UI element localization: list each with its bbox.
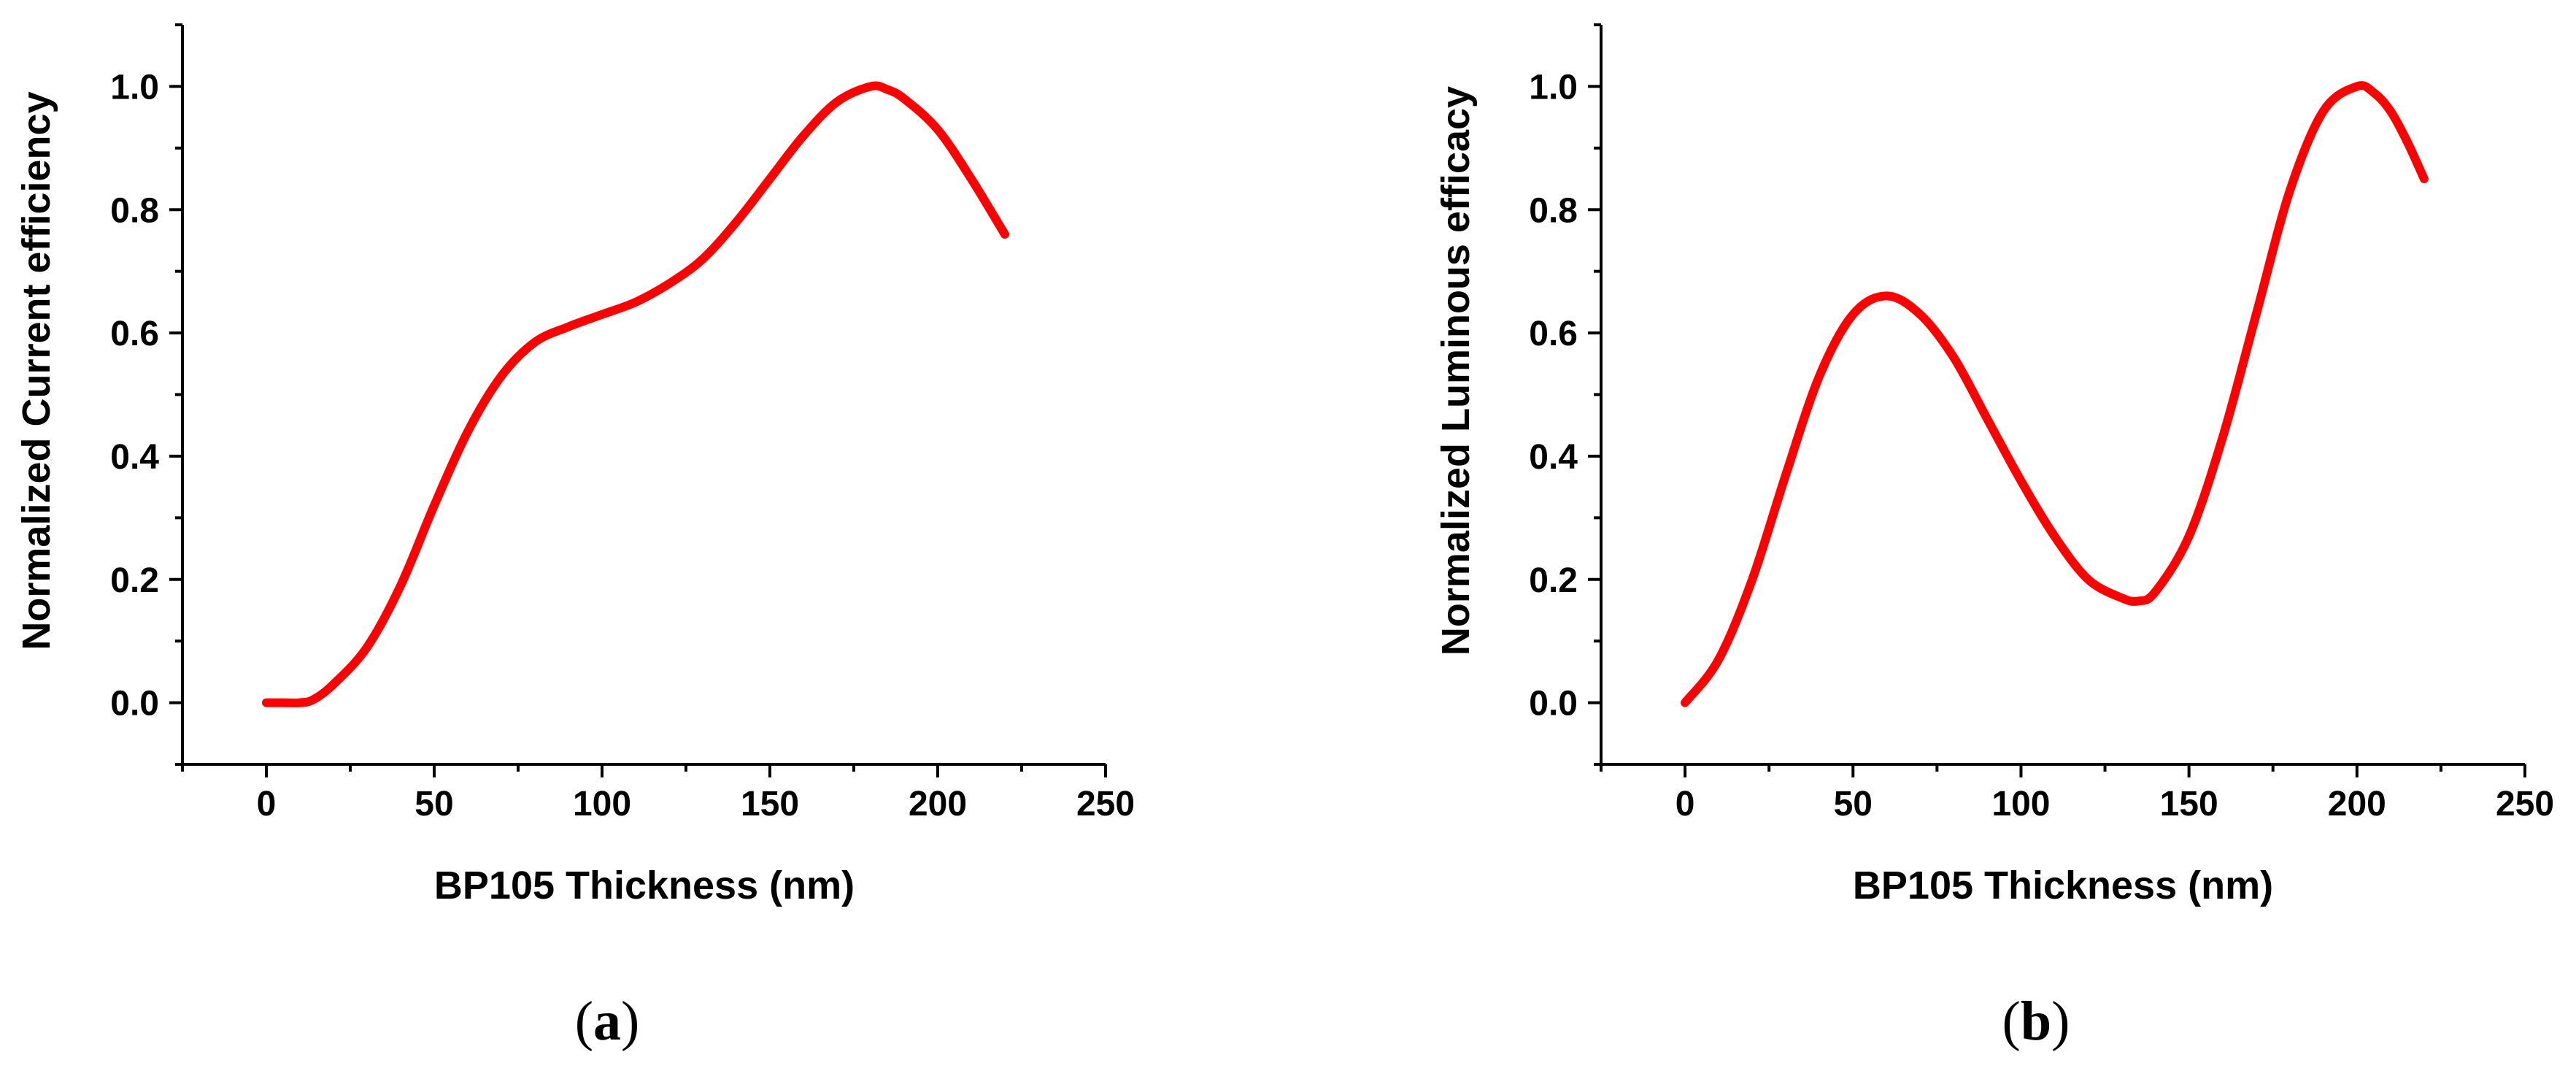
panel-b-x-axis-title: BP105 Thickness (nm) <box>1853 864 2273 907</box>
panel-a-xtick-label: 100 <box>573 785 631 823</box>
panel-b-xtick-label: 0 <box>1675 785 1695 823</box>
panel-a-xtick-label: 150 <box>741 785 799 823</box>
panel-b-xtick-label: 100 <box>1991 785 2050 823</box>
panel-a-y-axis-title: Normalized Current efficiency <box>15 91 58 650</box>
panel-b-ticks <box>1588 23 2526 777</box>
panel-a-xtick-labels: 0 50 100 150 200 250 <box>257 785 1135 823</box>
panel-b-xtick-label: 50 <box>1834 785 1873 823</box>
panel-b-y-axis-title: Normalized Luminous efficacy <box>1434 86 1478 656</box>
panel-a-xtick-label: 50 <box>414 785 453 823</box>
panel-a-ytick-label: 0.4 <box>110 438 159 477</box>
panel-b-label: (b) <box>2002 991 2070 1052</box>
panel-a-ytick-label: 1.0 <box>110 68 159 107</box>
panel-b-xtick-labels: 0 50 100 150 200 250 <box>1675 785 2554 823</box>
panel-a-ytick-label: 0.2 <box>110 561 159 600</box>
panel-b-label-open: ( <box>2002 991 2021 1052</box>
panel-a-current-efficiency-curve <box>262 81 1009 707</box>
panel-b-ytick-label: 1.0 <box>1529 68 1578 107</box>
panel-a-label: (a) <box>575 991 640 1052</box>
panel-a-ytick-label: 0.6 <box>110 315 159 353</box>
panel-a-x-axis-title: BP105 Thickness (nm) <box>434 864 855 907</box>
panel-a-ytick-label: 0.0 <box>110 685 159 723</box>
panel-b-xtick-label: 150 <box>2160 785 2218 823</box>
panel-a-label-close: ) <box>621 991 639 1052</box>
panel-b: 0 50 100 150 200 250 0.0 0.2 0.4 0.6 0.8 1.0 BP105… <box>1434 23 2554 1052</box>
panel-a-xtick-label: 0 <box>257 785 277 823</box>
panel-b-ytick-label: 0.4 <box>1529 438 1578 477</box>
panel-b-label-letter: b <box>2021 991 2051 1052</box>
panel-a-ytick-labels: 0.0 0.2 0.4 0.6 0.8 1.0 <box>110 68 159 723</box>
panel-a-label-letter: a <box>593 991 621 1052</box>
panel-a-ticks <box>169 23 1107 777</box>
panel-b-ytick-label: 0.2 <box>1529 561 1578 600</box>
panel-b-ytick-label: 0.0 <box>1529 685 1578 723</box>
panel-b-ytick-labels: 0.0 0.2 0.4 0.6 0.8 1.0 <box>1529 68 1578 723</box>
panel-b-luminous-efficacy-curve <box>1681 81 2429 707</box>
panel-a-ytick-label: 0.8 <box>110 191 159 230</box>
panel-b-xtick-label: 250 <box>2496 785 2554 823</box>
panel-a: 0 50 100 150 200 250 0.0 0.2 0.4 0.6 0.8 1.0 BP105… <box>15 23 1135 1052</box>
panel-a-xtick-label: 200 <box>909 785 967 823</box>
panel-b-xtick-label: 200 <box>2328 785 2386 823</box>
panel-b-label-close: ) <box>2051 991 2070 1052</box>
panel-a-label-open: ( <box>575 991 593 1052</box>
panel-b-ytick-label: 0.8 <box>1529 191 1578 230</box>
panel-a-xtick-label: 250 <box>1076 785 1135 823</box>
panel-b-ytick-label: 0.6 <box>1529 315 1578 353</box>
